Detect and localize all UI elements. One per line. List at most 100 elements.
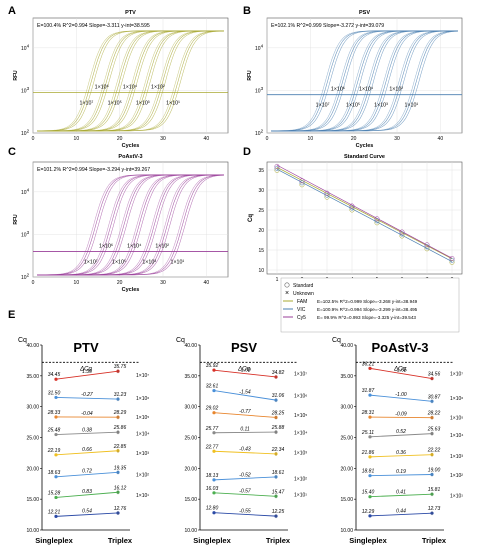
delta-label: -0.04 <box>81 411 93 417</box>
value-label: 34.82 <box>272 370 285 376</box>
dilution-label: 1×10⁶ <box>450 396 463 402</box>
y-tick-label: 40.00 <box>340 343 353 349</box>
value-label: 12.29 <box>362 509 375 515</box>
value-label: 28.31 <box>361 410 375 416</box>
y-tick-label: 104 <box>21 187 30 196</box>
dilution-label: 1×10⁵ <box>136 415 149 421</box>
dilution-label: 1×10⁴ <box>359 87 374 93</box>
x-category-label: Singleplex <box>193 536 231 545</box>
value-label: 25.63 <box>427 427 441 433</box>
x-tick-label: 30 <box>394 136 400 142</box>
value-label: 12.76 <box>114 506 127 512</box>
legend-marker-unknown: × <box>285 290 289 297</box>
panel-letter: B <box>243 5 251 17</box>
y-tick-label: 25.00 <box>26 436 39 442</box>
dilution-label: 1×10² <box>389 87 403 93</box>
value-label: 35.75 <box>114 364 127 370</box>
delta-label: -1.65 <box>395 367 407 373</box>
delta-label: 0.44 <box>396 509 406 515</box>
y-tick-label: 20.00 <box>26 466 39 472</box>
equation-label: E=100.4% R^2=0.994 Slope=-3.311 y-int=38… <box>37 23 150 29</box>
x-axis-label: Cycles <box>122 287 140 293</box>
y-tick-label: 35 <box>258 168 264 174</box>
y-tick-label: 102 <box>21 273 30 282</box>
legend-entry: Cy5 <box>297 315 306 321</box>
value-label: 16.12 <box>114 485 127 491</box>
value-label: 22.22 <box>427 448 441 454</box>
y-tick-label: 10.00 <box>26 528 39 534</box>
dilution-label: 1×10⁴ <box>450 433 463 439</box>
plot-title: Standard Curve <box>344 154 385 160</box>
delta-label: 0.83 <box>82 489 92 495</box>
y-tick-label: 15 <box>258 248 264 254</box>
x-category-label: Singleplex <box>349 536 387 545</box>
delta-label: -0.77 <box>239 409 251 415</box>
value-label: 12.73 <box>428 506 441 512</box>
value-label: 31.87 <box>362 388 375 394</box>
value-label: 31.06 <box>272 393 285 399</box>
value-label: 15.40 <box>362 490 375 496</box>
value-label: 36.21 <box>362 361 375 367</box>
dilution-label: 1×10³ <box>294 451 307 457</box>
dilution-label: 1×10¹ <box>405 103 419 109</box>
value-label: 19.35 <box>114 465 127 471</box>
x-tick-label: 0 <box>266 136 269 142</box>
dilution-label: 1×10⁷ <box>84 259 98 265</box>
y-tick-label: 25.00 <box>184 436 197 442</box>
x-tick-label: 30 <box>160 280 166 286</box>
delta-label: 0.36 <box>396 450 406 456</box>
y-tick-label: 103 <box>21 230 30 239</box>
x-tick-label: 20 <box>117 280 123 286</box>
y-tick-label: 40.00 <box>26 343 39 349</box>
equation-label: E=102.1% R^2=0.999 Slope=-3.272 y-int=39… <box>271 23 384 29</box>
value-label: 12.25 <box>272 509 285 515</box>
panel-letter: E <box>8 309 15 321</box>
x-tick-label: 40 <box>204 136 210 142</box>
y-tick-label: 104 <box>255 43 264 52</box>
delta-label: 0.72 <box>82 469 92 475</box>
dilution-label: 1×10⁷ <box>316 103 330 109</box>
x-axis-label: Cycles <box>356 143 374 149</box>
dilution-label: 1×10⁵ <box>108 101 122 107</box>
x-tick-label: 40 <box>204 280 210 286</box>
value-label: 21.86 <box>361 450 375 456</box>
value-label: 18.61 <box>272 470 285 476</box>
legend-entry: E=100.9% R^2=0.994 Slope=-3.299 y-int=38… <box>317 307 418 312</box>
dilution-label: 1×10² <box>294 476 307 482</box>
y-tick-label: 10.00 <box>184 528 197 534</box>
dilution-label: 1×10⁴ <box>127 243 142 249</box>
y-tick-label: 25.00 <box>340 436 353 442</box>
y-tick-label: 103 <box>255 86 264 95</box>
value-label: 15.47 <box>272 489 285 495</box>
delta-label: -0.27 <box>81 392 93 398</box>
value-label: 31.50 <box>48 390 61 396</box>
value-label: 31.23 <box>114 392 127 398</box>
y-tick-label: 15.00 <box>184 497 197 503</box>
x-tick-label: 1 <box>276 277 279 283</box>
x-category-label: Triplex <box>266 536 291 545</box>
dilution-label: 1×10¹ <box>166 101 180 107</box>
dilution-label: 1×10³ <box>136 101 150 107</box>
value-label: 25.48 <box>47 428 61 434</box>
panel-letter: A <box>8 5 16 17</box>
dilution-label: 1×10² <box>450 473 463 479</box>
value-label: 15.81 <box>428 487 441 493</box>
y-tick-label: 30.00 <box>26 405 39 411</box>
dilution-label: 1×10³ <box>142 259 156 265</box>
y-tick-label: 20.00 <box>184 466 197 472</box>
dilution-label: 1×10³ <box>136 451 149 457</box>
value-label: 28.22 <box>427 411 441 417</box>
value-label: 25.11 <box>361 430 374 436</box>
value-label: 32.61 <box>206 384 219 390</box>
y-tick-label: 30 <box>258 188 264 194</box>
dilution-label: 1×10⁶ <box>95 85 109 91</box>
dilution-label: 1×10⁵ <box>346 103 360 109</box>
x-tick-label: 40 <box>438 136 444 142</box>
value-label: 35.92 <box>206 363 219 369</box>
dilution-label: 1×10⁵ <box>450 415 463 421</box>
y-tick-label: 20.00 <box>340 466 353 472</box>
y-tick-label: 30.00 <box>184 405 197 411</box>
x-tick-label: 30 <box>160 136 166 142</box>
value-label: 22.34 <box>271 447 285 453</box>
